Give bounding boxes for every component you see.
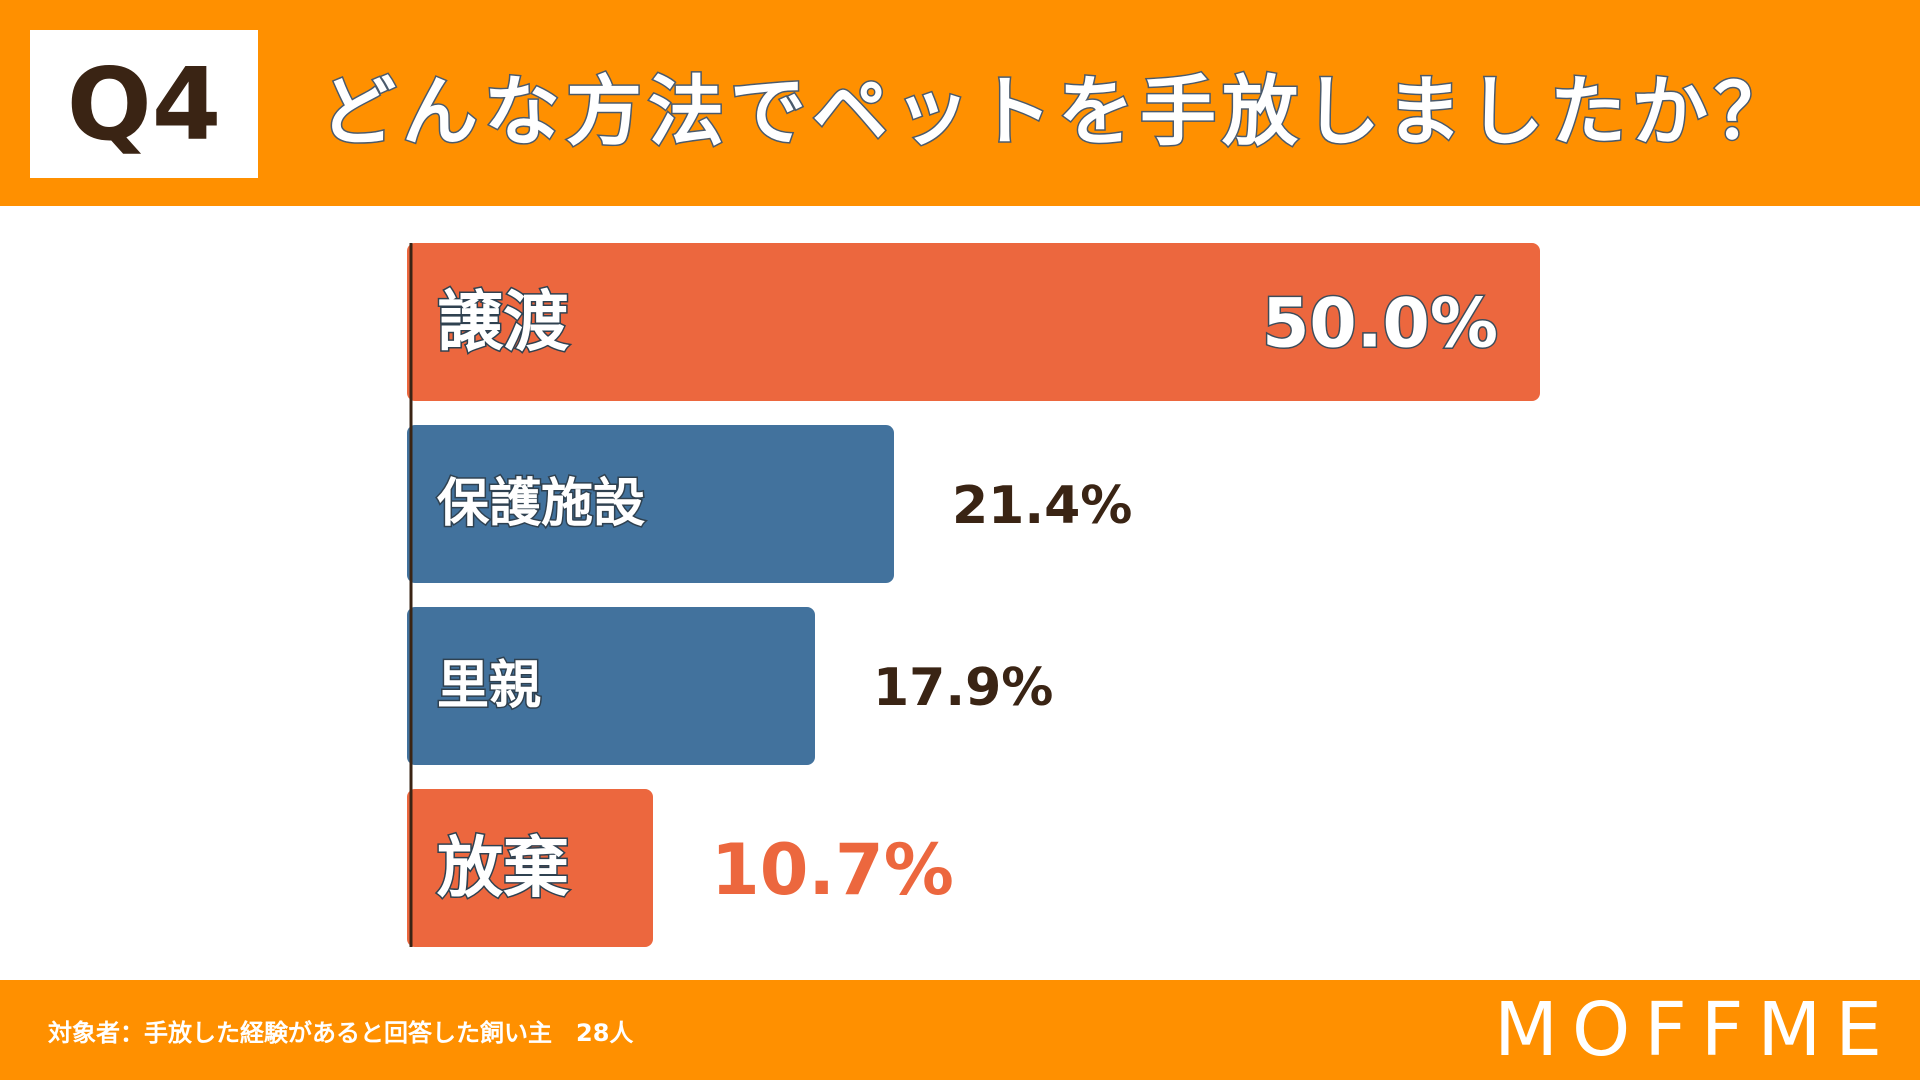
category-label: 放棄 [437,830,569,907]
question-number: Q4 [66,45,222,163]
value-label: 21.4% [952,476,1132,536]
bar-3 [407,607,815,765]
category-label: 里親 [437,656,541,716]
bar-1 [407,243,1540,401]
category-label: 譲渡 [437,284,569,361]
value-label: 17.9% [873,658,1053,718]
bar-2 [407,425,894,583]
bar-4 [407,789,653,947]
brand-logo: MOFFME [1494,987,1896,1073]
bar-chart: 譲渡 50.0% 保護施設 21.4% 里親 17.9% 放棄 10.7% [407,243,1540,947]
sample-note: 対象者：手放した経験があると回答した飼い主 28人 [48,1018,634,1047]
footer-banner: 対象者：手放した経験があると回答した飼い主 28人 MOFFME [0,980,1920,1080]
value-label: 10.7% [711,829,954,911]
value-label: 50.0% [1262,285,1498,364]
question-badge: Q4 [30,30,258,178]
category-label: 保護施設 [437,474,645,534]
page-title: どんな方法でペットを手放しましたか？ [319,66,1796,158]
header-banner: Q4 どんな方法でペットを手放しましたか？ [0,0,1920,206]
